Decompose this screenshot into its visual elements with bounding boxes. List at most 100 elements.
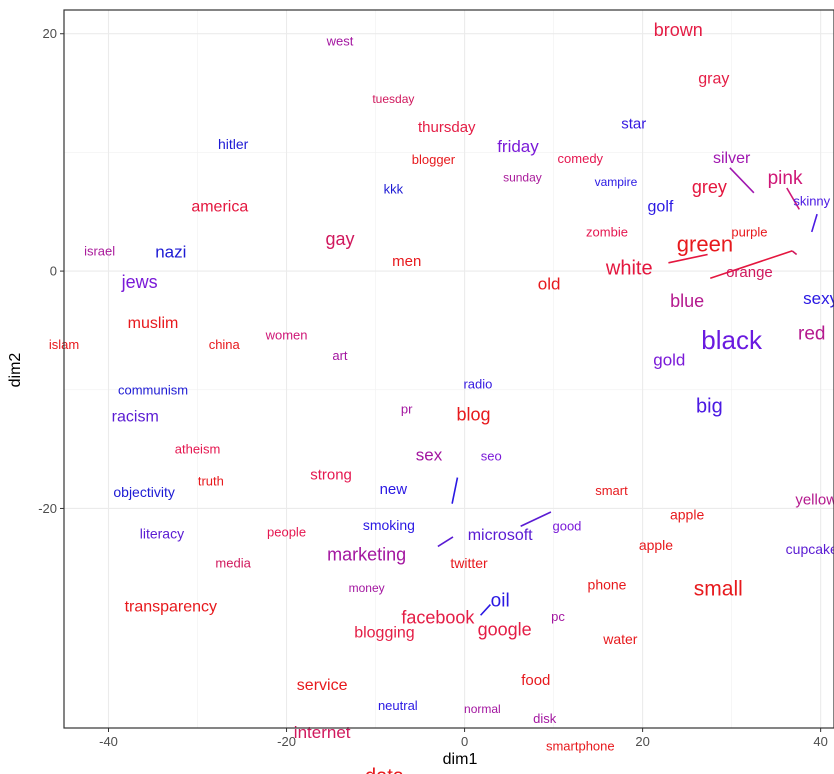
y-axis-title: dim2: [7, 353, 24, 388]
word-label: blue: [670, 291, 704, 311]
x-tick-label: 40: [813, 734, 827, 749]
word-label: art: [332, 348, 348, 363]
panel-border: [63, 9, 834, 729]
word-connector-segment: [437, 536, 454, 548]
word-label: pc: [551, 609, 565, 624]
word-label: skinny: [793, 194, 830, 209]
word-label: gay: [325, 229, 354, 249]
word-label: blogging: [354, 625, 415, 642]
word-label: gold: [653, 351, 685, 370]
word-label: hitler: [218, 136, 249, 152]
word-label: microsoft: [468, 527, 533, 544]
word-label: good: [552, 519, 581, 534]
word-label: seo: [481, 449, 502, 464]
word-label: america: [191, 199, 248, 216]
x-axis-title: dim1: [443, 751, 478, 768]
word-label: smart: [595, 483, 628, 498]
word-label: star: [621, 115, 646, 132]
word-label: marketing: [327, 545, 406, 565]
word-label: service: [297, 677, 348, 694]
word-label: white: [605, 258, 653, 280]
y-axis: -20 0 20: [38, 26, 64, 516]
word-connector-segment: [810, 213, 818, 233]
word-label: orange: [726, 264, 773, 281]
word-label: men: [392, 253, 421, 270]
word-connector-segment: [729, 167, 755, 194]
word-label: strong: [310, 467, 352, 484]
word-label: oil: [491, 591, 510, 612]
word-label: golf: [648, 199, 674, 216]
grid: [64, 10, 834, 728]
word-label: literacy: [140, 525, 184, 541]
panel-background: [64, 10, 834, 728]
word-label: blog: [456, 405, 490, 425]
word-label: sex: [416, 446, 443, 465]
word-label: pr: [401, 401, 413, 416]
word-label: sexy: [803, 289, 834, 308]
word-label: apple: [639, 537, 673, 553]
y-tick-label: -20: [38, 501, 57, 516]
word-connector-segment: [520, 511, 552, 527]
word-label: neutral: [378, 698, 418, 713]
word-label: data: [365, 766, 405, 774]
word-label: media: [215, 556, 251, 571]
word-label: zombie: [586, 224, 628, 239]
word-label: smoking: [363, 517, 415, 533]
word-label: purple: [731, 224, 767, 239]
word-label: new: [380, 481, 408, 498]
word-connector-segment: [791, 250, 798, 256]
word-label: apple: [670, 506, 704, 522]
word-label: old: [538, 275, 561, 294]
word-label: grey: [692, 177, 727, 197]
word-label: google: [478, 619, 532, 639]
word-connector-segment: [480, 604, 491, 616]
word-label: thursday: [418, 119, 476, 136]
word-label: normal: [464, 702, 501, 716]
word-label: green: [677, 231, 733, 256]
x-tick-label: -20: [277, 734, 296, 749]
word-label: communism: [118, 382, 188, 397]
word-label: money: [349, 581, 385, 595]
word-label: facebook: [401, 608, 475, 628]
word-label: vampire: [595, 175, 638, 189]
word-label: friday: [497, 137, 539, 156]
word-label: jews: [121, 272, 158, 292]
word-label: radio: [463, 376, 492, 391]
word-label: gray: [698, 70, 729, 87]
word-label: truth: [198, 474, 224, 489]
word-connector-segment: [786, 187, 800, 210]
word-label: muslim: [128, 315, 179, 332]
word-label: water: [602, 631, 638, 647]
word-label: blogger: [412, 152, 456, 167]
y-tick-label: 20: [43, 26, 57, 41]
word-label: comedy: [558, 151, 604, 166]
word-label: yellow: [795, 492, 834, 509]
word-label: twitter: [450, 555, 488, 571]
word-label: disk: [533, 711, 557, 726]
word-label: pink: [768, 168, 803, 189]
word-label: china: [209, 337, 241, 352]
word-label: cupcake: [786, 541, 834, 557]
word-label: israel: [84, 243, 115, 258]
word-label: tuesday: [372, 92, 414, 106]
x-axis: -40 -20 0 20 40: [99, 728, 828, 749]
word-labels: west brown gray tuesday thursday star hitler fr…: [49, 20, 834, 774]
word-label: kkk: [384, 182, 404, 197]
word-label: silver: [713, 150, 751, 167]
word-label: red: [798, 323, 825, 344]
word-label: west: [326, 33, 354, 48]
word-connectors: [437, 167, 818, 616]
word-label: objectivity: [113, 484, 174, 500]
word-label: people: [267, 525, 306, 540]
word-label: sunday: [503, 170, 542, 184]
word-label: atheism: [175, 442, 221, 457]
word-label: internet: [294, 723, 351, 742]
word-label: transparency: [125, 598, 218, 615]
word-label: phone: [588, 576, 627, 592]
x-tick-label: 0: [461, 734, 468, 749]
x-tick-label: 20: [635, 734, 649, 749]
word-label: brown: [654, 20, 703, 40]
word-connector-segment: [710, 250, 793, 279]
y-tick-label: 0: [50, 264, 57, 279]
